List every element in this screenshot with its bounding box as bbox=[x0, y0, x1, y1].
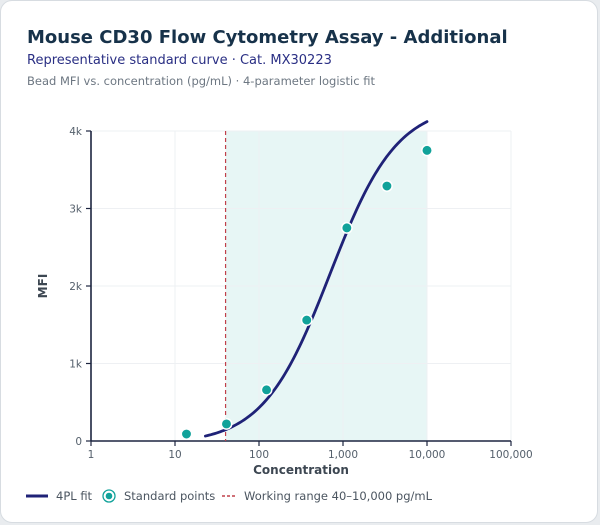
legend-point-swatch bbox=[102, 489, 116, 503]
y-tick-label: 1k bbox=[69, 359, 83, 371]
standard-point bbox=[181, 429, 191, 439]
x-tick-label: 100 bbox=[249, 449, 269, 461]
standard-curve-chart: 1 10 100 1,000 10,000 100,000 0 1k 2k 3k 4k Concen… bbox=[0, 0, 600, 480]
y-tick-label: 3k bbox=[69, 204, 83, 216]
x-tick-label: 100,000 bbox=[489, 449, 532, 461]
standard-point bbox=[342, 223, 352, 233]
y-tick-label: 4k bbox=[69, 126, 83, 138]
legend-label-points: Standard points bbox=[124, 489, 215, 503]
y-tick-label: 2k bbox=[69, 281, 83, 293]
legend-label-fit: 4PL fit bbox=[56, 489, 92, 503]
standard-point bbox=[221, 419, 231, 429]
standard-point bbox=[302, 315, 312, 325]
legend-dash-swatch bbox=[222, 491, 236, 501]
legend-item-points: Standard points bbox=[102, 489, 215, 503]
x-tick-label: 10,000 bbox=[409, 449, 446, 461]
legend-item-fit: 4PL fit bbox=[26, 489, 92, 503]
standard-point bbox=[382, 181, 392, 191]
legend-label-range: Working range 40–10,000 pg/mL bbox=[244, 489, 432, 503]
x-tick-label: 1,000 bbox=[328, 449, 358, 461]
legend-line-swatch bbox=[26, 491, 48, 501]
standard-point bbox=[422, 145, 432, 155]
x-tick-label: 1 bbox=[88, 449, 95, 461]
legend-item-range: Working range 40–10,000 pg/mL bbox=[222, 489, 432, 503]
standard-point bbox=[261, 385, 271, 395]
y-axis-title: MFI bbox=[36, 274, 50, 299]
y-tick-label: 0 bbox=[75, 436, 82, 448]
x-tick-label: 10 bbox=[168, 449, 181, 461]
x-axis-title: Concentration bbox=[253, 463, 349, 477]
